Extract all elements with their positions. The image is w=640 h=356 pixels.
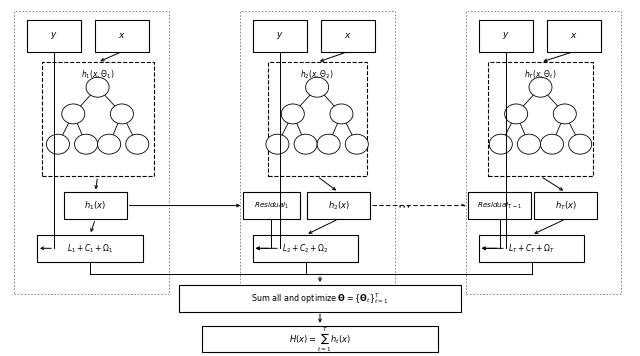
Bar <box>179 285 461 312</box>
Bar <box>253 235 358 262</box>
Ellipse shape <box>125 134 149 154</box>
Bar <box>547 20 601 52</box>
Ellipse shape <box>504 104 527 124</box>
Text: $y$: $y$ <box>51 30 58 41</box>
Ellipse shape <box>294 134 317 154</box>
Bar <box>479 20 533 52</box>
Bar <box>321 20 375 52</box>
Ellipse shape <box>97 134 120 154</box>
Ellipse shape <box>346 134 369 154</box>
Text: $h_2(x)$: $h_2(x)$ <box>328 199 349 212</box>
Ellipse shape <box>306 77 329 97</box>
Text: $y$: $y$ <box>276 30 284 41</box>
Bar <box>14 11 169 294</box>
Text: $h_2(x,\Theta_2)$: $h_2(x,\Theta_2)$ <box>300 68 334 81</box>
Text: $x$: $x$ <box>570 31 577 40</box>
Ellipse shape <box>330 104 353 124</box>
Bar <box>307 192 370 219</box>
Ellipse shape <box>47 134 69 154</box>
Bar <box>253 20 307 52</box>
Ellipse shape <box>86 77 109 97</box>
Text: $L_2+C_2+\Omega_2$: $L_2+C_2+\Omega_2$ <box>282 242 329 255</box>
Bar <box>202 326 438 352</box>
Bar <box>468 192 531 219</box>
Bar <box>42 62 154 176</box>
Bar <box>243 192 300 219</box>
Text: $h_T(x)$: $h_T(x)$ <box>555 199 577 212</box>
Text: $h_T(x,\Theta_t)$: $h_T(x,\Theta_t)$ <box>524 68 557 81</box>
Ellipse shape <box>554 104 577 124</box>
Bar <box>37 235 143 262</box>
Text: $x$: $x$ <box>118 31 125 40</box>
Ellipse shape <box>317 134 340 154</box>
Text: $L_1+C_1+\Omega_1$: $L_1+C_1+\Omega_1$ <box>67 242 113 255</box>
Bar <box>240 11 395 294</box>
Text: Sum all and optimize $\boldsymbol{\Theta} = \{\boldsymbol{\Theta}_t\}_{t=1}^{T}$: Sum all and optimize $\boldsymbol{\Theta… <box>252 291 388 305</box>
Bar <box>95 20 149 52</box>
Bar <box>534 192 597 219</box>
Bar <box>488 62 593 176</box>
Text: $h_1(x)$: $h_1(x)$ <box>84 199 106 212</box>
Ellipse shape <box>529 77 552 97</box>
Ellipse shape <box>75 134 98 154</box>
Bar <box>27 20 81 52</box>
Ellipse shape <box>266 134 289 154</box>
Bar <box>466 11 621 294</box>
Ellipse shape <box>518 134 540 154</box>
Bar <box>479 235 584 262</box>
Text: $\cdots$: $\cdots$ <box>397 199 410 212</box>
Ellipse shape <box>282 104 305 124</box>
Text: $L_T+C_T+\Omega_T$: $L_T+C_T+\Omega_T$ <box>508 242 555 255</box>
Bar <box>64 192 127 219</box>
Text: $x$: $x$ <box>344 31 351 40</box>
Text: $Residual_{T-1}$: $Residual_{T-1}$ <box>477 200 522 211</box>
Text: $y$: $y$ <box>502 30 509 41</box>
Bar <box>268 62 367 176</box>
Ellipse shape <box>111 104 134 124</box>
Text: $h_1(x,\Theta_1)$: $h_1(x,\Theta_1)$ <box>81 68 115 81</box>
Text: $Residual_1$: $Residual_1$ <box>253 200 289 211</box>
Ellipse shape <box>489 134 512 154</box>
Text: $H(x)=\sum_{t=1}^{T}h_t(x)$: $H(x)=\sum_{t=1}^{T}h_t(x)$ <box>289 325 351 354</box>
Ellipse shape <box>569 134 592 154</box>
Ellipse shape <box>61 104 84 124</box>
Ellipse shape <box>540 134 564 154</box>
